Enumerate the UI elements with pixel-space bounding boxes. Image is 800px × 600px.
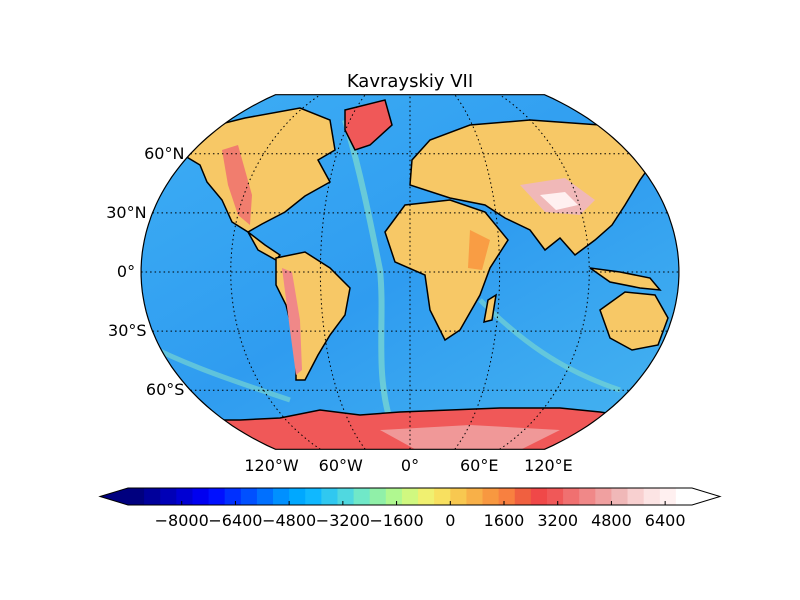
colorbar-segment <box>675 488 693 505</box>
colorbar-outline <box>98 487 722 506</box>
colorbar-tick-label: 0 <box>445 511 455 530</box>
colorbar-tick-label: −4800 <box>262 511 316 530</box>
graticule <box>141 94 679 450</box>
colorbar-segment <box>498 488 516 505</box>
colorbar-tick-label: 1600 <box>484 511 525 530</box>
colorbar-segment <box>305 488 322 505</box>
antarctic-plateau <box>380 425 560 450</box>
colorbar-segment <box>418 488 435 505</box>
longitude-labels: 120°W 60°W 0° 60°E 120°E <box>244 456 572 475</box>
colorbar-segment <box>546 488 564 505</box>
colorbar-ticks: −8000 −6400 −4800 −3200 −1600 0 1600 3200 4800 64… <box>155 501 686 530</box>
australia <box>599 291 669 351</box>
colorbar-segment <box>595 488 613 505</box>
colorbar-tick-label: 4800 <box>591 511 632 530</box>
colorbar-segment <box>466 488 484 505</box>
map-title: Kavrayskiy VII <box>347 71 473 92</box>
colorbar-segment <box>128 488 145 505</box>
east-africa-highlands <box>468 230 490 270</box>
longitude-label: 0° <box>401 456 419 475</box>
colorbar-segment <box>530 488 548 505</box>
meridian-line <box>319 94 366 450</box>
colorbar-tick-label: −8000 <box>155 511 209 530</box>
colorbar-segment <box>450 488 467 505</box>
longitude-label: 60°E <box>460 456 498 475</box>
high-terrain <box>222 145 595 450</box>
south-america <box>275 251 351 381</box>
map-boundary <box>140 94 680 450</box>
colorbar-segments <box>100 488 720 505</box>
colorbar-segment <box>611 488 629 505</box>
colorbar-segment <box>256 488 274 505</box>
colorbar-segment <box>144 488 161 505</box>
latitude-label: 30°S <box>108 321 147 340</box>
longitude-label: 120°W <box>244 456 299 475</box>
colorbar-tick-label: 6400 <box>645 511 686 530</box>
colorbar-segment <box>385 488 403 505</box>
greenland <box>344 99 393 151</box>
colorbar-segment <box>321 488 339 505</box>
latitude-label: 0° <box>117 262 135 281</box>
colorbar-segment <box>160 488 177 505</box>
indonesia <box>589 267 662 291</box>
colorbar-segment <box>579 488 596 505</box>
colorbar-segment <box>353 488 371 505</box>
colorbar-segment <box>176 488 194 505</box>
colorbar-segment <box>643 488 661 505</box>
colorbar-segment <box>369 488 387 505</box>
madagascar <box>483 293 498 324</box>
colorbar-extend-low <box>100 488 128 505</box>
colorbar-segment <box>514 488 532 505</box>
colorbar-segment <box>563 488 580 505</box>
colorbar-segment <box>273 488 290 505</box>
mid-atlantic-ridge <box>342 119 393 421</box>
colorbar-extend-high <box>692 488 720 505</box>
rocky-mountains <box>222 145 252 225</box>
colorbar-segment <box>401 488 419 505</box>
latitude-labels: 60°N 30°N 0° 30°S 60°S <box>106 144 184 399</box>
colorbar-segment <box>240 488 258 505</box>
colorbar: −8000 −6400 −4800 −3200 −1600 0 1600 3200 4800 64… <box>98 487 722 530</box>
colorbar-tick-label: 3200 <box>537 511 578 530</box>
colorbar-segment <box>482 488 500 505</box>
colorbar-segment <box>434 488 451 505</box>
colorbar-tick-label: −6400 <box>208 511 262 530</box>
colorbar-tick-label: −3200 <box>316 511 370 530</box>
andes <box>282 268 302 375</box>
colorbar-segment <box>337 488 355 505</box>
tibet-peak <box>540 192 578 210</box>
colorbar-segment <box>289 488 306 505</box>
colorbar-segment <box>192 488 210 505</box>
colorbar-tick-label: −1600 <box>370 511 424 530</box>
latitude-label: 60°N <box>144 144 184 163</box>
indian-ridge <box>478 298 621 393</box>
longitude-label: 120°E <box>524 456 573 475</box>
longitude-label: 60°W <box>319 456 363 475</box>
latitude-label: 30°N <box>106 203 146 222</box>
colorbar-segment <box>208 488 226 505</box>
world-map <box>140 94 680 450</box>
colorbar-segment <box>659 488 677 505</box>
north-america <box>173 107 336 233</box>
meridian-line <box>454 94 501 450</box>
colorbar-segment <box>224 488 242 505</box>
latitude-label: 60°S <box>146 380 185 399</box>
colorbar-segment <box>627 488 645 505</box>
pacific-ridge <box>141 327 291 403</box>
